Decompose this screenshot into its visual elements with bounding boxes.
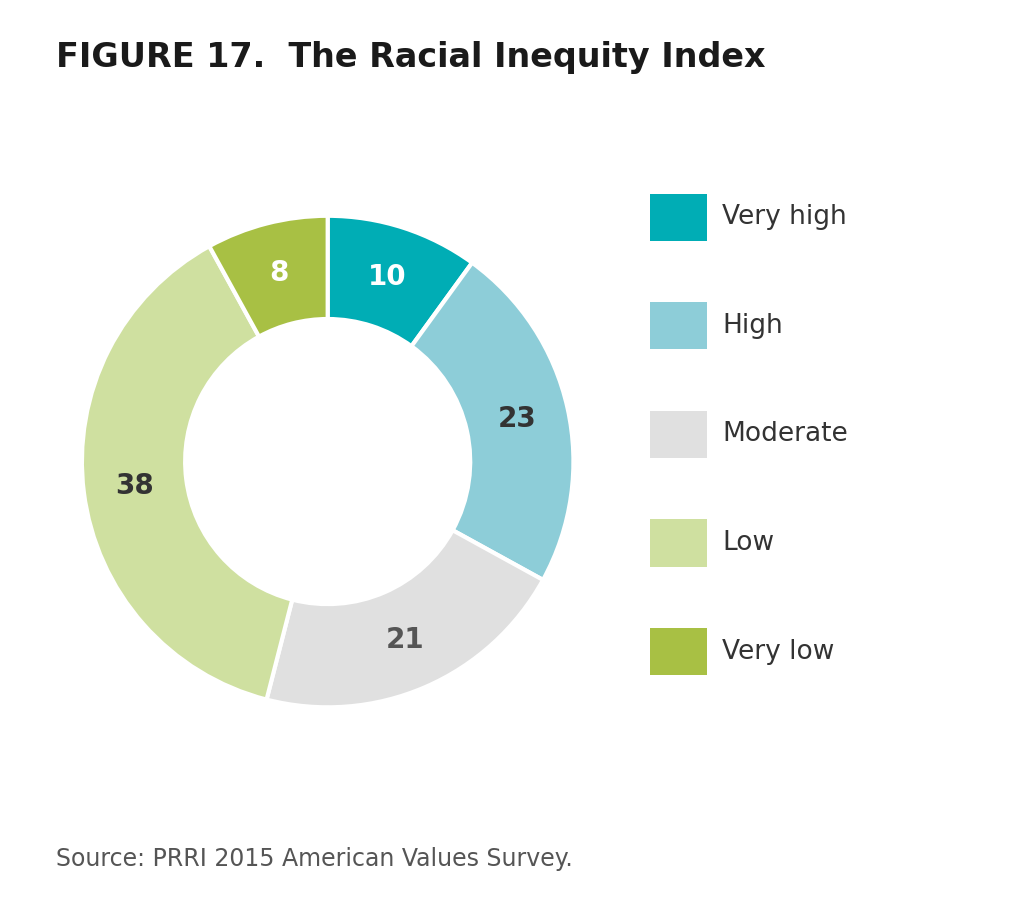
Text: Low: Low [722,530,774,556]
Wedge shape [412,262,573,580]
Text: FIGURE 17.  The Racial Inequity Index: FIGURE 17. The Racial Inequity Index [56,41,766,73]
Text: 10: 10 [369,262,407,291]
Text: 21: 21 [385,625,424,653]
Wedge shape [266,530,543,708]
Text: Source: PRRI 2015 American Values Survey.: Source: PRRI 2015 American Values Survey… [56,846,573,871]
Wedge shape [209,215,328,337]
Text: High: High [722,313,782,338]
Text: 38: 38 [116,472,155,500]
Wedge shape [82,246,292,700]
Wedge shape [328,215,472,347]
Text: Very high: Very high [722,205,847,230]
Text: Very low: Very low [722,639,835,664]
Text: 8: 8 [269,260,289,288]
Text: Moderate: Moderate [722,422,848,447]
Text: 23: 23 [498,405,537,433]
